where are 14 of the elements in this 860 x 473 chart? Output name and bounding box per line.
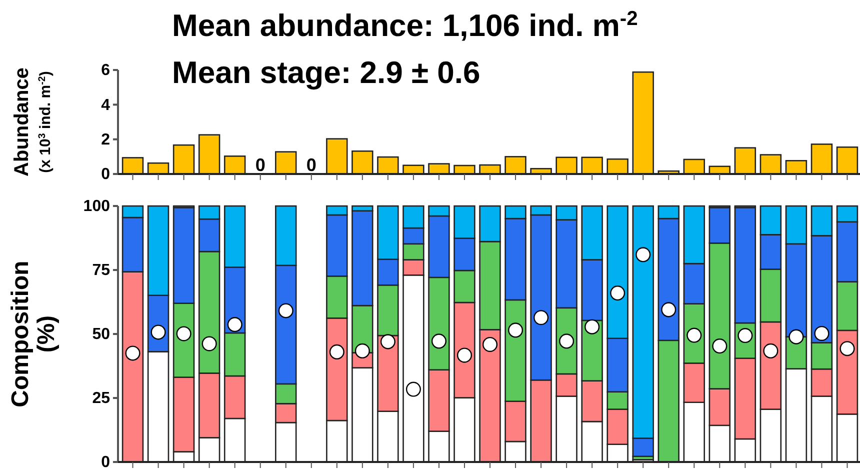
y-tick-label: 0 (101, 166, 110, 184)
y-tick-label: 2 (101, 131, 110, 148)
y-tick-label: 6 (101, 62, 110, 80)
y-tick-label: 100 (83, 198, 110, 216)
data-label: 0 (255, 155, 266, 175)
data-label: 0 (306, 155, 316, 175)
chart-subtitle: Mean stage: 2.9 ± 0.6 (172, 55, 480, 90)
y-tick-label: 4 (101, 96, 110, 114)
y-tick-label: 50 (92, 326, 110, 344)
y-axis-title: Composition (%) (7, 260, 60, 408)
y-tick-label: 75 (92, 262, 110, 280)
chart-title: Mean abundance: 1,106 ind. m$^{-2}$ (172, 8, 638, 43)
y-tick-label: 0 (101, 454, 110, 472)
y-tick-label: 25 (92, 390, 110, 408)
